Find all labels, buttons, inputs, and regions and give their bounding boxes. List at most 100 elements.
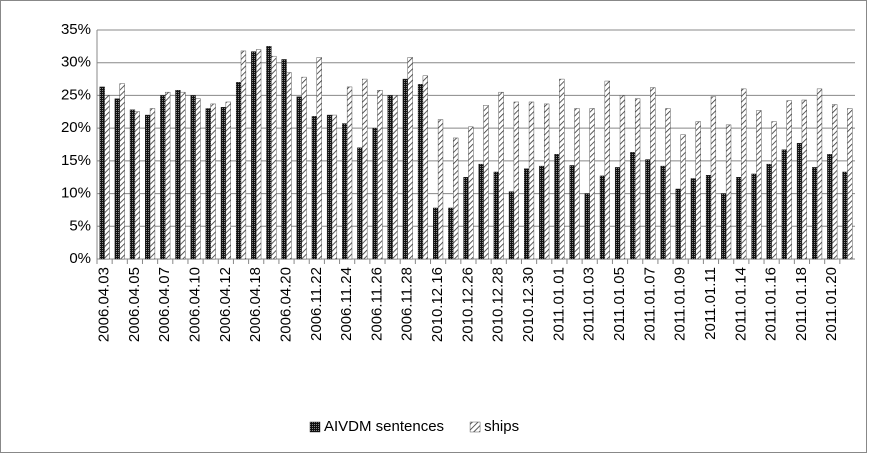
x-tick-label: 2006.11.28 [399,267,416,341]
bar [210,103,216,260]
bar [539,165,545,260]
bar [508,191,515,260]
bar [468,126,474,260]
bar [513,101,519,260]
bar [478,163,484,260]
bar [296,96,302,260]
bar [301,76,307,260]
bar [710,96,717,260]
bar [695,121,701,260]
bar [149,108,156,260]
bar [99,86,105,260]
bar [240,50,247,260]
bar [766,163,772,260]
bar [493,171,499,260]
bar [812,167,818,260]
legend-label: AIVDM sentences [324,418,444,435]
bar [751,173,757,260]
bar [528,101,535,260]
bar [614,167,621,260]
bar [175,89,181,260]
y-tick-label: 30% [61,54,91,71]
bar [544,103,550,260]
x-tick-label: 2006.04.20 [277,267,294,342]
bar [433,207,439,260]
bar [129,109,136,260]
x-tick-label: 2006.11.22 [308,267,325,341]
x-tick-label: 2011.01.11 [702,267,719,340]
x-tick-label: 2010.12.16 [429,267,446,342]
bar [145,114,151,260]
bar [569,165,575,260]
bar [422,75,428,260]
x-tick-label: 2011.01.16 [763,267,780,341]
bar [114,98,120,260]
x-tick-label: 2011.01.20 [823,267,840,341]
bar [402,78,408,260]
bar [362,78,368,260]
bar [650,87,656,260]
bar [165,91,171,260]
bar [619,95,626,260]
bar [205,108,211,260]
x-tick-label: 2006.04.10 [187,267,204,342]
x-tick-label: 2010.12.30 [520,267,537,342]
bar [781,149,787,260]
bar [195,98,201,260]
x-tick-label: 2006.04.03 [96,267,113,342]
bar [827,154,833,260]
bar [736,177,742,260]
bar [463,177,469,260]
bar [675,188,681,260]
bar [483,105,489,260]
y-tick-label: 5% [69,217,91,234]
bar [554,154,560,260]
bar [741,88,747,260]
legend-swatch [469,421,481,433]
bar [645,159,651,260]
bar [316,57,322,260]
bar [574,108,580,260]
bar [220,107,227,260]
bar [589,108,595,260]
bar [816,88,823,260]
bar [721,193,727,260]
x-tick-label: 2011.01.03 [581,267,598,341]
bar [771,121,777,260]
bar [180,91,186,260]
y-tick-label: 20% [61,119,91,136]
bar [801,99,807,260]
y-tick-label: 0% [69,250,91,267]
bar [190,95,196,260]
bar [392,95,398,260]
x-tick-label: 2006.11.24 [338,267,355,341]
bar [160,95,166,260]
bar [134,111,140,260]
bar [286,72,292,260]
bar [498,91,504,260]
x-tick-label: 2010.12.28 [490,267,507,342]
bar [705,175,712,260]
legend-swatch [309,421,321,433]
bar [225,101,231,260]
y-tick-label: 35% [61,21,91,38]
bar [255,49,262,260]
x-tick-label: 2006.04.05 [126,267,143,342]
bar [331,114,338,260]
bar [281,59,287,260]
bar [346,86,353,260]
y-tick-label: 10% [61,185,91,202]
bar [357,147,363,260]
x-tick-label: 2011.01.14 [732,267,749,341]
bar [680,134,686,260]
bar [524,168,530,260]
x-tick-label: 2011.01.07 [641,267,658,341]
x-tick-label: 2010.12.26 [459,267,476,342]
bar [372,127,378,260]
bar [417,84,424,260]
bar [342,123,348,260]
bar [104,95,110,260]
y-tick-label: 25% [61,86,91,103]
bar [266,46,272,260]
